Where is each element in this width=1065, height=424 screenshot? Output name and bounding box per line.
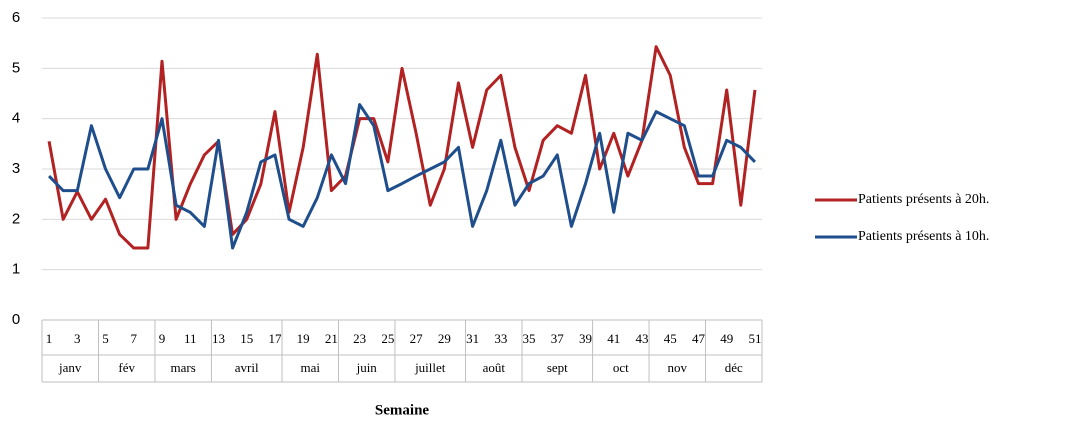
y-tick-label: 5 xyxy=(12,59,20,76)
y-tick-label: 2 xyxy=(12,210,20,227)
x-tick-label: 29 xyxy=(438,331,451,346)
x-tick-label: 15 xyxy=(240,331,253,346)
x-group-label: déc xyxy=(725,360,743,375)
y-tick-label: 0 xyxy=(12,311,20,328)
x-tick-label: 17 xyxy=(268,331,282,346)
x-tick-label: 45 xyxy=(664,331,677,346)
x-tick-label: 3 xyxy=(74,331,81,346)
x-group-label: nov xyxy=(668,360,688,375)
x-tick-label: 13 xyxy=(212,331,225,346)
x-axis-title: Semaine xyxy=(375,402,430,418)
x-group-label: juin xyxy=(356,360,378,375)
x-tick-label: 51 xyxy=(748,331,761,346)
x-tick-label: 19 xyxy=(297,331,310,346)
x-tick-label: 43 xyxy=(636,331,649,346)
legend-label: Patients présents à 20h. xyxy=(858,192,989,207)
x-group-label: sept xyxy=(547,360,568,375)
x-tick-label: 21 xyxy=(325,331,338,346)
x-tick-label: 35 xyxy=(523,331,536,346)
x-group-label: janv xyxy=(58,360,82,375)
x-tick-label: 37 xyxy=(551,331,565,346)
x-tick-label: 41 xyxy=(607,331,620,346)
x-tick-label: 49 xyxy=(720,331,733,346)
x-group-label: mars xyxy=(171,360,196,375)
x-tick-label: 11 xyxy=(184,331,197,346)
legend-label: Patients présents à 10h. xyxy=(858,229,989,244)
x-tick-label: 1 xyxy=(46,331,53,346)
x-tick-label: 9 xyxy=(159,331,166,346)
x-tick-label: 25 xyxy=(381,331,394,346)
y-tick-label: 3 xyxy=(12,160,20,177)
x-tick-label: 33 xyxy=(494,331,507,346)
x-tick-label: 31 xyxy=(466,331,479,346)
x-group-label: avril xyxy=(235,360,259,375)
x-tick-label: 39 xyxy=(579,331,592,346)
y-tick-label: 4 xyxy=(12,110,20,127)
y-tick-label: 6 xyxy=(12,9,20,26)
y-tick-label: 1 xyxy=(12,261,20,278)
x-group-label: juillet xyxy=(414,360,446,375)
x-group-label: août xyxy=(483,360,506,375)
x-group-label: oct xyxy=(613,360,629,375)
series-line xyxy=(47,45,757,250)
x-tick-label: 27 xyxy=(410,331,424,346)
x-group-label: mai xyxy=(300,360,320,375)
x-tick-label: 5 xyxy=(102,331,109,346)
x-tick-label: 23 xyxy=(353,331,366,346)
x-group-label: fév xyxy=(118,360,135,375)
x-tick-label: 47 xyxy=(692,331,706,346)
x-tick-label: 7 xyxy=(131,331,138,346)
series-line xyxy=(47,103,757,250)
